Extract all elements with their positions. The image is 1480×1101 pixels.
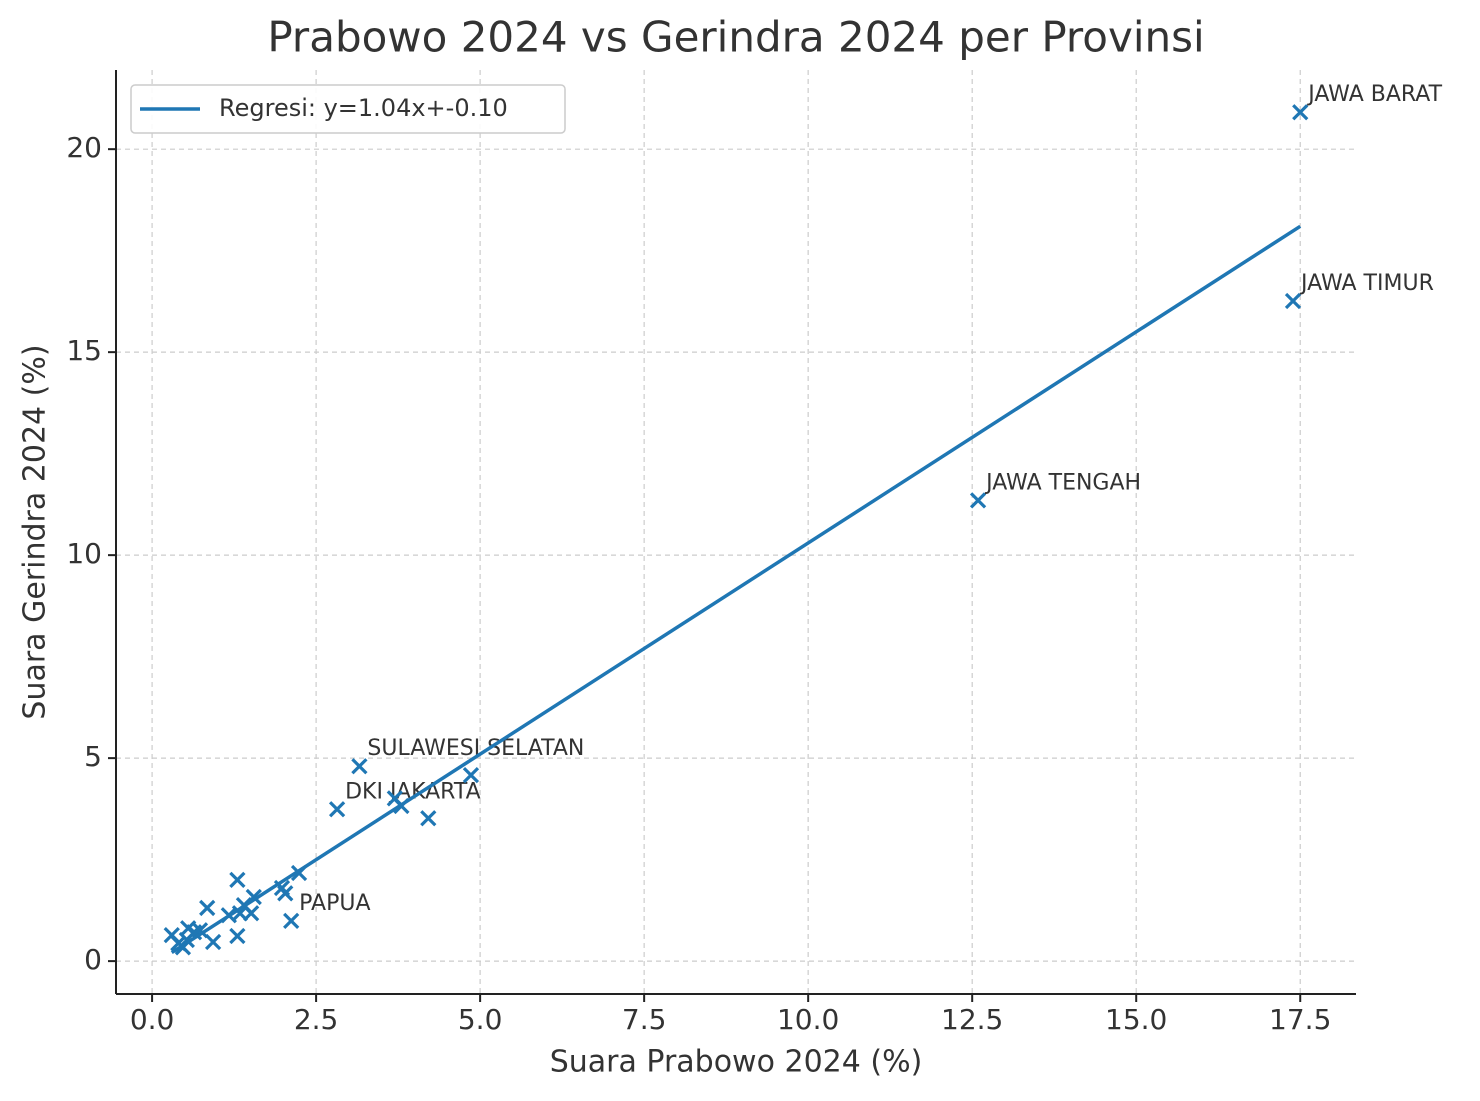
x-tick-label: 12.5	[941, 1003, 1003, 1036]
point	[969, 492, 987, 509]
chart-title: Prabowo 2024 vs Gerindra 2024 per Provin…	[267, 13, 1204, 62]
point-label: PAPUA	[299, 891, 370, 916]
point	[1292, 104, 1309, 121]
point	[462, 767, 480, 784]
point-label: JAWA BARAT	[1306, 82, 1442, 107]
x-tick-label: 5.0	[458, 1003, 503, 1036]
x-tick-label: 2.5	[294, 1003, 339, 1036]
point-label: DKI JAKARTA	[345, 779, 481, 804]
y-tick-label: 15	[66, 334, 102, 367]
point	[351, 758, 368, 775]
y-tick-label: 0	[84, 943, 102, 976]
legend-label: Regresi: y=1.04x+-0.10	[219, 94, 508, 122]
point-label: JAWA TIMUR	[1299, 271, 1434, 296]
legend-box	[130, 84, 566, 134]
x-tick-label: 17.5	[1269, 1003, 1331, 1036]
point	[420, 810, 437, 827]
point	[231, 905, 249, 922]
point	[328, 801, 346, 818]
x-axis-label: Suara Prabowo 2024 (%)	[550, 1045, 923, 1080]
point	[229, 871, 246, 889]
point	[204, 933, 222, 951]
point-label: JAWA TENGAH	[984, 470, 1141, 495]
x-tick-label: 15.0	[1105, 1003, 1167, 1036]
x-tick-label: 0.0	[130, 1003, 175, 1036]
point	[229, 927, 246, 945]
point	[199, 899, 216, 917]
y-tick-label: 20	[66, 131, 102, 164]
y-tick-label: 10	[66, 537, 102, 570]
x-tick-label: 10.0	[777, 1003, 839, 1036]
point	[1284, 292, 1302, 310]
regression-line	[170, 224, 1302, 955]
point	[283, 912, 300, 930]
y-axis-label: Suara Gerindra 2024 (%)	[18, 344, 53, 719]
x-tick-label: 7.5	[622, 1003, 667, 1036]
y-tick-label: 5	[84, 740, 102, 773]
